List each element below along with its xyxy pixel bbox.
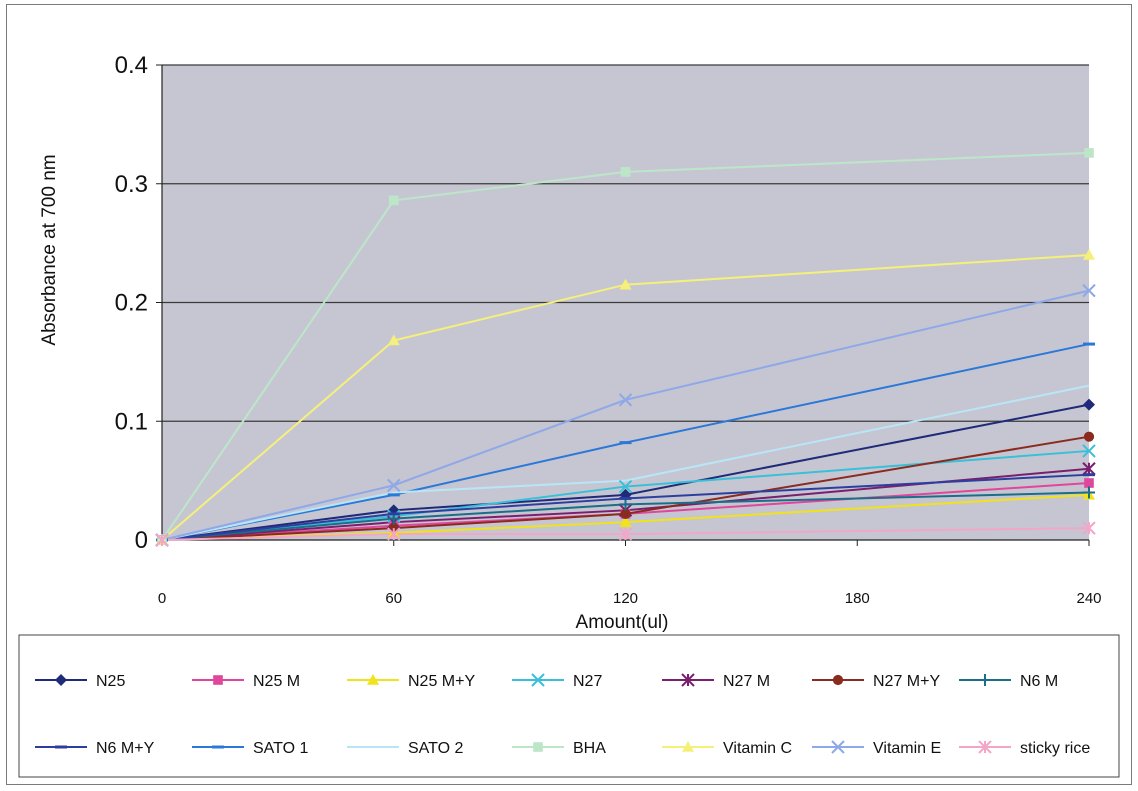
data-point <box>367 674 379 685</box>
data-point <box>978 740 992 754</box>
legend-item: sticky rice <box>959 740 1090 757</box>
series-line <box>161 384 1090 541</box>
series-line <box>161 449 1090 541</box>
series-markers <box>155 148 1096 547</box>
data-point <box>155 533 169 547</box>
data-point <box>831 740 845 754</box>
series-line <box>161 151 1090 541</box>
y-tick-label: 0.1 <box>115 408 148 435</box>
data-point <box>979 674 991 686</box>
legend-item: N25 M <box>192 673 300 690</box>
legend-label: SATO 1 <box>253 740 309 757</box>
x-tick-labels: 0 60 120 180 240 <box>158 540 1102 607</box>
data-point <box>387 334 400 346</box>
data-point <box>619 278 632 290</box>
legend-label: N27 M+Y <box>873 673 940 690</box>
series-line <box>161 467 1090 541</box>
legend-item: N27 M <box>662 673 770 690</box>
data-point <box>531 673 545 687</box>
x-tick-label: 120 <box>613 590 638 607</box>
data-point <box>682 741 694 752</box>
y-tick-labels: 0 0.1 0.2 0.3 0.4 <box>115 52 148 554</box>
x-tick-label: 180 <box>845 590 870 607</box>
legend-item: N27 M+Y <box>812 673 940 690</box>
data-point <box>1083 486 1095 499</box>
legend-label: N25 <box>96 673 125 690</box>
y-tick-label: 0.4 <box>115 52 148 79</box>
legend-item: Vitamin C <box>662 740 792 757</box>
legend-label: sticky rice <box>1020 740 1090 757</box>
series-line <box>161 403 1090 541</box>
data-point <box>1082 444 1096 458</box>
data-point <box>620 508 631 519</box>
data-point <box>681 673 695 687</box>
data-point <box>1083 249 1095 260</box>
data-point <box>619 498 632 511</box>
legend-label: N25 M <box>253 673 300 690</box>
data-point <box>213 675 223 685</box>
data-point <box>387 478 401 493</box>
legend-label: Vitamin C <box>723 740 792 757</box>
legend-label: SATO 2 <box>408 740 464 757</box>
y-tick-label: 0 <box>135 527 148 554</box>
x-tick-label: 0 <box>158 590 166 607</box>
x-tick-label: 240 <box>1076 590 1101 607</box>
y-tick-label: 0.2 <box>115 290 148 317</box>
series-line <box>161 254 1090 541</box>
series-line <box>161 289 1090 541</box>
legend-label: N6 M+Y <box>96 740 155 757</box>
data-point <box>1082 462 1096 476</box>
data-point <box>1082 283 1096 298</box>
data-point <box>387 527 401 541</box>
data-point <box>832 674 844 686</box>
data-point <box>1084 148 1094 158</box>
legend-item: N25 <box>35 673 125 690</box>
data-point <box>620 167 631 177</box>
y-tick-label: 0.3 <box>115 171 148 198</box>
data-point <box>618 393 633 407</box>
legend-label: N6 M <box>1020 673 1058 690</box>
data-point <box>55 674 67 686</box>
series-line <box>161 527 1090 541</box>
legend-label: N27 M <box>723 673 770 690</box>
series-lines <box>161 151 1090 541</box>
legend-item: SATO 2 <box>347 740 464 757</box>
data-point <box>1084 478 1094 488</box>
data-point <box>619 516 632 527</box>
data-point <box>388 195 399 206</box>
legend-box <box>18 634 1120 778</box>
legend-item: Vitamin E <box>812 740 941 757</box>
gridlines <box>156 64 1089 541</box>
chart-frame: 0 0.1 0.2 0.3 0.4 0 60 120 180 240 Absorbance at… <box>6 4 1132 785</box>
data-point <box>1082 521 1096 535</box>
x-axis-label: Amount(ul) <box>576 612 669 633</box>
legend-item: N6 M <box>959 673 1058 690</box>
series-line <box>161 491 1090 541</box>
legend-label: BHA <box>573 740 606 757</box>
data-point <box>618 479 633 494</box>
y-axis-label: Absorbance at 700 nm <box>39 154 60 345</box>
legend-item: SATO 1 <box>192 740 309 757</box>
legend-item: N25 M+Y <box>347 673 475 690</box>
legend: N25 N25 M N25 M+Y N27 N27 M N27 M+Y N6 M N6 M+Y… <box>35 673 1090 757</box>
legend-item: N27 <box>512 673 602 690</box>
legend-item: BHA <box>512 740 606 757</box>
data-point <box>1083 431 1095 442</box>
legend-label: N27 <box>573 673 602 690</box>
series-line <box>161 343 1090 541</box>
legend-label: N25 M+Y <box>408 673 475 690</box>
line-chart: 0 0.1 0.2 0.3 0.4 0 60 120 180 240 Absorbance at… <box>18 52 1120 778</box>
data-point <box>1083 398 1095 411</box>
legend-item: N6 M+Y <box>35 740 155 757</box>
series-line <box>161 473 1090 541</box>
x-tick-label: 60 <box>385 590 402 607</box>
data-point <box>533 742 543 752</box>
legend-label: Vitamin E <box>873 740 941 757</box>
series-line <box>161 435 1090 541</box>
data-point <box>618 527 633 541</box>
